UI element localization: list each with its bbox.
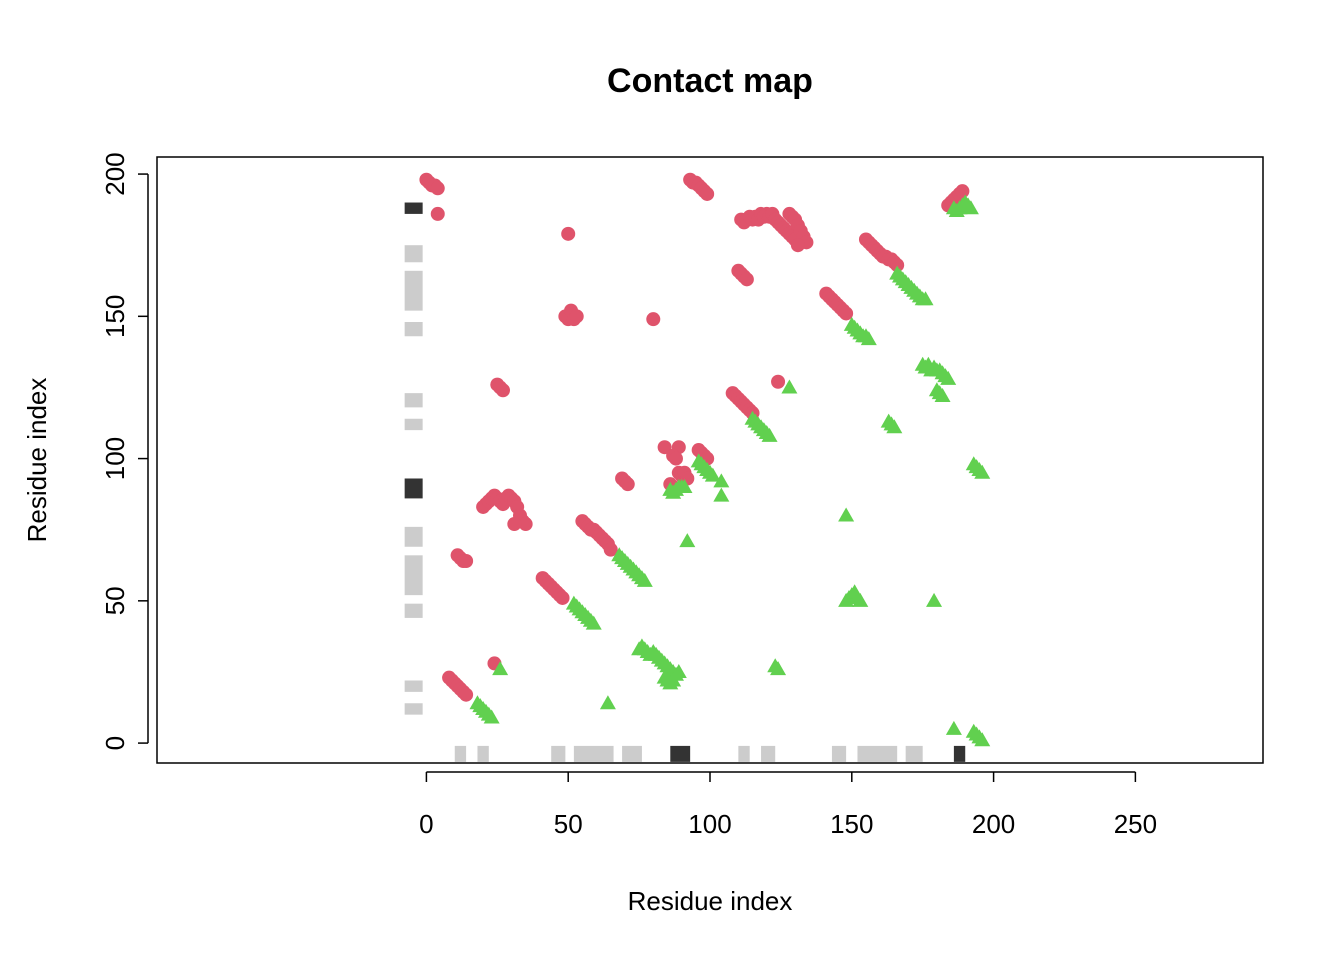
- x-strip-dark: [670, 745, 691, 762]
- contact-point-triangle: [483, 709, 500, 724]
- x-strip-gray: [905, 745, 923, 762]
- x-tick-label: 100: [688, 809, 731, 839]
- y-strip-dark: [404, 202, 423, 214]
- contact-point-triangle: [974, 464, 991, 479]
- contact-point-triangle: [940, 370, 957, 385]
- contact-point-triangle: [636, 572, 653, 587]
- contact-point-circle: [657, 440, 672, 455]
- contact-point-triangle: [665, 672, 682, 687]
- contact-point-triangle: [917, 291, 934, 306]
- contact-point-triangle: [860, 331, 877, 346]
- contact-point-triangle: [492, 661, 509, 676]
- contact-point-circle: [646, 312, 661, 327]
- y-axis: 0 50 100 150 200: [100, 152, 149, 750]
- x-strip-gray: [738, 745, 750, 762]
- contact-point-circle: [603, 542, 618, 557]
- x-tick-label: 200: [972, 809, 1015, 839]
- y-strip-gray: [404, 555, 423, 596]
- x-strip-gray: [477, 745, 489, 762]
- contact-point-triangle: [886, 419, 903, 434]
- x-strip-gray: [573, 745, 614, 762]
- y-tick-label: 150: [100, 295, 130, 338]
- y-tick-label: 100: [100, 437, 130, 480]
- y-tick-label: 200: [100, 152, 130, 195]
- contact-point-circle: [890, 258, 905, 273]
- contact-point-triangle: [585, 615, 602, 630]
- contact-point-triangle: [713, 473, 730, 488]
- y-strip-gray: [404, 703, 423, 715]
- contact-point-circle: [620, 477, 635, 492]
- y-strip-gray: [404, 680, 423, 692]
- x-tick-label: 50: [554, 809, 583, 839]
- contact-point-triangle: [713, 487, 730, 502]
- contact-point-circle: [739, 272, 754, 287]
- contact-point-circle: [771, 374, 786, 389]
- contact-point-circle: [430, 181, 445, 196]
- x-strip-gray: [454, 745, 467, 762]
- y-strip-gray: [404, 322, 423, 337]
- contact-point-circle: [839, 306, 854, 321]
- contact-point-triangle: [934, 387, 951, 402]
- contact-point-triangle: [926, 592, 943, 607]
- contact-point-triangle: [599, 695, 616, 710]
- contact-point-circle: [668, 451, 683, 466]
- contact-point-circle: [700, 186, 715, 201]
- contact-point-circle: [495, 383, 510, 398]
- contact-point-triangle: [770, 661, 787, 676]
- x-strip-gray: [831, 745, 847, 762]
- contact-point-triangle: [852, 592, 869, 607]
- contact-point-triangle: [781, 379, 798, 394]
- x-strip-gray: [857, 745, 898, 762]
- contact-point-circle: [459, 554, 474, 568]
- x-strip-gray: [551, 745, 566, 762]
- contact-point-triangle: [676, 479, 693, 494]
- y-strip-gray: [404, 393, 423, 408]
- contact-point-circle: [561, 226, 576, 241]
- contact-point-triangle: [974, 732, 991, 747]
- y-strip-dark: [404, 478, 423, 499]
- y-tick-label: 50: [100, 586, 130, 615]
- contact-point-circle: [518, 517, 533, 532]
- contact-point-circle: [459, 687, 474, 702]
- contact-point-triangle: [679, 533, 696, 548]
- x-tick-label: 150: [830, 809, 873, 839]
- y-axis-label: Residue index: [22, 378, 52, 543]
- x-strip-dark: [953, 745, 966, 762]
- contact-point-triangle: [670, 663, 687, 678]
- x-axis: 0 50 100 150 200 250: [419, 771, 1157, 839]
- y-strip-gray: [404, 603, 423, 618]
- contact-point-circle: [507, 517, 522, 532]
- x-tick-label: 0: [419, 809, 433, 839]
- plot-frame: [156, 156, 1264, 764]
- sequence-strips: [404, 202, 966, 762]
- contact-point-triangle: [761, 427, 778, 442]
- contact-point-circle: [430, 206, 445, 221]
- x-strip-gray: [622, 745, 642, 762]
- y-tick-label: 0: [100, 736, 130, 750]
- y-strip-gray: [404, 270, 423, 311]
- contact-point-circle: [955, 184, 970, 199]
- contact-point-triangle: [962, 200, 979, 215]
- contact-point-circle: [569, 309, 584, 324]
- x-strip-gray: [761, 745, 776, 762]
- y-strip-gray: [404, 418, 423, 431]
- contact-point-circle: [790, 238, 805, 253]
- y-strip-gray: [404, 245, 423, 263]
- contact-point-triangle: [838, 507, 855, 522]
- x-axis-label: Residue index: [628, 886, 793, 916]
- x-tick-label: 250: [1114, 809, 1157, 839]
- contact-point-triangle: [704, 467, 721, 482]
- contact-points: [419, 172, 991, 747]
- chart-title: Contact map: [607, 62, 813, 100]
- contact-point-triangle: [945, 720, 962, 735]
- y-strip-gray: [404, 526, 423, 547]
- contact-point-circle: [555, 590, 570, 605]
